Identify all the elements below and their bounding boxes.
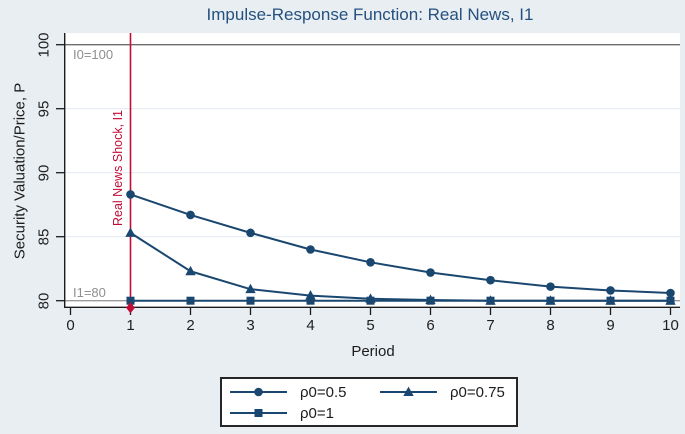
x-tick-label: 8 bbox=[546, 317, 555, 334]
y-tick-label: 85 bbox=[35, 228, 53, 246]
x-tick-label: 10 bbox=[662, 317, 679, 334]
plot-canvas bbox=[56, 33, 680, 315]
x-tick-label: 6 bbox=[426, 317, 435, 334]
legend-line-square-icon bbox=[230, 409, 287, 417]
x-tick-label: 4 bbox=[306, 317, 315, 334]
y-tick-label: 90 bbox=[35, 164, 53, 182]
y-axis-title: Security Valuation/Price, P bbox=[11, 82, 29, 260]
legend: ρ0=0.5 ρ0=0.75 ρ0=1 bbox=[220, 377, 518, 427]
legend-label: ρ0=0.5 bbox=[300, 383, 347, 401]
legend-line-triangle-icon bbox=[380, 386, 437, 396]
y-tick-label: 100 bbox=[35, 32, 53, 58]
legend-line-circle-icon bbox=[230, 387, 287, 397]
legend-label: ρ0=0.75 bbox=[450, 383, 505, 401]
chart-title: Impulse-Response Function: Real News, I1 bbox=[206, 5, 534, 24]
legend-entry-rho1: ρ0=1 bbox=[230, 403, 334, 423]
x-tick-label: 0 bbox=[66, 317, 75, 334]
x-tick-label: 5 bbox=[366, 317, 375, 334]
plot-area: I0=100 I1=80 Real News Shock, I1 bbox=[56, 33, 680, 315]
x-tick-label: 3 bbox=[246, 317, 255, 334]
x-axis-title: Period bbox=[351, 343, 395, 360]
legend-entry-rho05: ρ0=0.5 bbox=[230, 382, 347, 402]
y-tick-label: 80 bbox=[35, 292, 53, 310]
x-tick-label: 2 bbox=[186, 317, 195, 334]
y-tick-label: 95 bbox=[35, 100, 53, 118]
legend-entry-rho075: ρ0=0.75 bbox=[380, 382, 505, 402]
ref-line-label-i0: I0=100 bbox=[73, 47, 114, 62]
x-tick-label: 1 bbox=[126, 317, 135, 334]
x-tick-label: 9 bbox=[606, 317, 615, 334]
x-tick-label: 7 bbox=[486, 317, 495, 334]
legend-label: ρ0=1 bbox=[300, 404, 334, 422]
ref-line-label-i1: I1=80 bbox=[73, 285, 106, 300]
shock-line-label: Real News Shock, I1 bbox=[111, 109, 125, 227]
